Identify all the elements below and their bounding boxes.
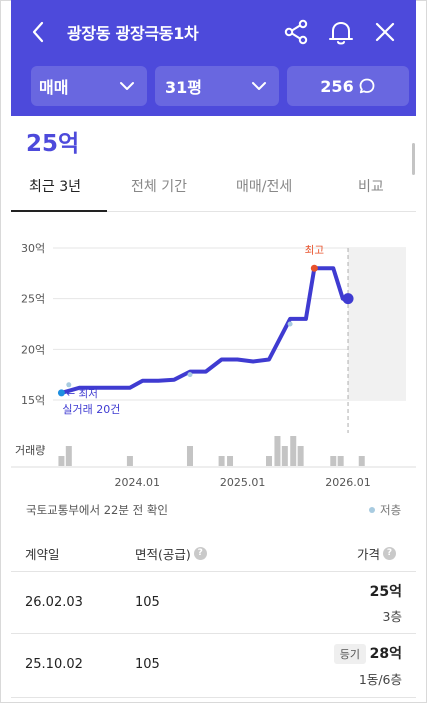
close-icon[interactable]: [373, 20, 397, 44]
volume-bar: [337, 456, 344, 466]
scrollbar[interactable]: [412, 143, 415, 175]
price-trend-chart[interactable]: 30억 25억 20억 15억 최고 ← 최저 실거래 20건 거래량 2024.01…: [11, 228, 416, 490]
volume-bar: [227, 456, 234, 466]
deal-type-dropdown[interactable]: 매매: [31, 66, 147, 106]
tab-all-period[interactable]: 전체 기간: [131, 179, 187, 195]
volume-bar: [218, 456, 225, 466]
help-icon[interactable]: ?: [383, 547, 397, 560]
volume-bar: [281, 446, 288, 466]
back-arrow-icon[interactable]: [27, 18, 51, 46]
trade-price: 25억: [369, 584, 402, 600]
low-floor-point: [287, 321, 293, 327]
x-tick-label: 2026.01: [325, 476, 371, 489]
tab-sale-lease[interactable]: 매매/전세: [236, 179, 293, 195]
table-row[interactable]: 26.02.03 105 25억 3층: [11, 572, 416, 634]
y-tick-label: 30억: [21, 242, 45, 255]
legend-low-label: 저층: [380, 503, 402, 517]
y-tick-label: 20억: [21, 343, 45, 356]
trade-area: 105: [135, 595, 160, 610]
current-price-point: [342, 293, 354, 305]
table-row[interactable]: 25.10.02 105 등기 28억 1동/6층: [11, 634, 416, 698]
low-floor-point: [66, 382, 72, 388]
min-price-point: [57, 389, 65, 397]
max-price-point: [310, 264, 318, 272]
trade-area: 105: [135, 657, 160, 672]
help-icon[interactable]: ?: [193, 547, 207, 560]
col-date-header: 계약일: [25, 547, 60, 562]
max-price-label: 최고: [305, 244, 325, 256]
x-tick-label: 2024.01: [115, 476, 161, 489]
volume-bar: [290, 436, 297, 466]
volume-bar: [126, 456, 133, 466]
top-bar: 광장동 광장극동1차 매매 31평 256: [11, 0, 416, 116]
registered-badge: 등기: [333, 644, 366, 664]
volume-bar: [186, 446, 193, 466]
col-area-header: 면적(공급) ?: [135, 544, 207, 563]
volume-bar: [58, 456, 65, 466]
size-dropdown[interactable]: 31평: [155, 66, 279, 106]
volume-bars: [58, 436, 365, 466]
volume-label: 거래량: [15, 444, 45, 457]
comment-count: 256: [320, 76, 354, 96]
deal-count-label: 실거래 20건: [62, 403, 120, 416]
volume-bar: [266, 456, 273, 466]
future-shade: [348, 248, 406, 400]
low-floor-point: [187, 372, 193, 378]
volume-bar: [274, 436, 281, 466]
trade-floor: 1동/6층: [358, 672, 402, 687]
page-title: 광장동 광장극동1차: [67, 24, 199, 43]
trade-date: 26.02.03: [25, 595, 83, 610]
volume-bar: [330, 456, 337, 466]
comments-button[interactable]: 256: [287, 66, 409, 106]
volume-bar: [297, 446, 304, 466]
deal-type-value: 매매: [39, 78, 69, 97]
legend-low-floor: 저층: [369, 502, 401, 518]
trade-price: 28억: [369, 646, 402, 662]
y-tick-label: 25억: [21, 293, 45, 306]
volume-bar: [358, 456, 365, 466]
period-tabs: 최근 3년 전체 기간 매매/전세 비교: [11, 168, 416, 212]
bell-icon[interactable]: [327, 18, 355, 46]
col-price-header: 가격 ?: [357, 544, 397, 563]
x-tick-label: 2025.01: [220, 476, 266, 489]
chat-bubble-icon: [359, 78, 375, 94]
trade-floor: 3층: [382, 609, 402, 624]
min-price-label: ← 최저: [66, 388, 97, 400]
y-tick-labels: 30억 25억 20억 15억: [21, 242, 45, 407]
chevron-down-icon: [120, 82, 134, 90]
volume-bar: [65, 446, 72, 466]
current-price: 25억: [26, 131, 80, 157]
active-tab-indicator: [11, 210, 107, 212]
tab-compare[interactable]: 비교: [358, 179, 384, 195]
share-icon[interactable]: [283, 19, 309, 45]
chevron-down-icon: [252, 82, 266, 90]
x-tick-labels: 2024.01 2025.01 2026.01: [115, 476, 371, 489]
data-source-note: 국토교통부에서 22분 전 확인: [26, 503, 168, 517]
tab-recent-3y[interactable]: 최근 3년: [29, 179, 81, 195]
price-series-line: [59, 266, 350, 395]
low-floor-points: [66, 321, 293, 388]
legend-dot: [369, 507, 375, 513]
trade-date: 25.10.02: [25, 657, 83, 672]
size-value: 31평: [165, 78, 202, 97]
trade-table-header: 계약일 면적(공급) ? 가격 ?: [11, 538, 416, 572]
y-tick-label: 15억: [21, 394, 45, 407]
